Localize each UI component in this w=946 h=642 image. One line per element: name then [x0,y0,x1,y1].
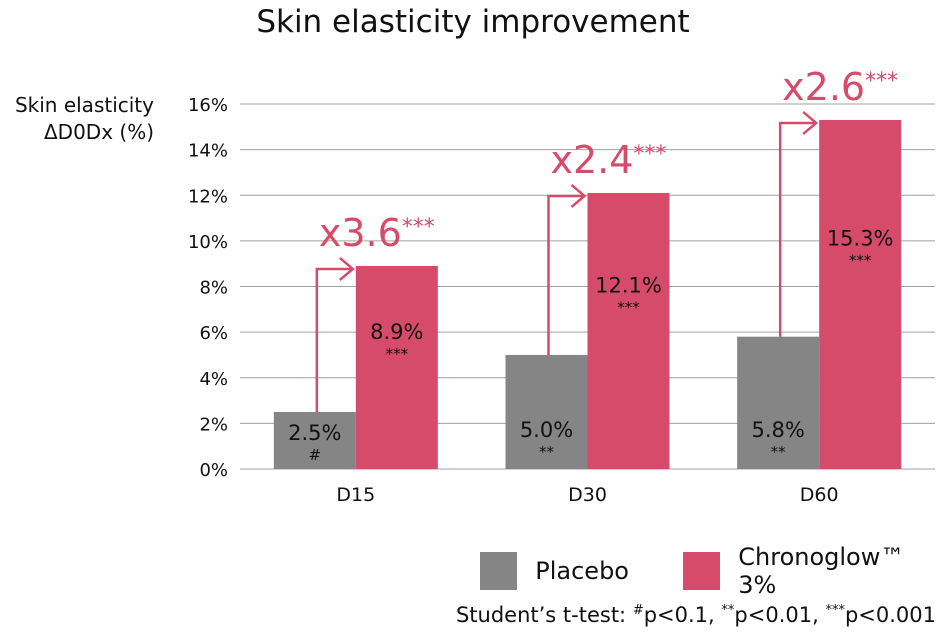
footnote-mark-3: *** [825,603,845,618]
arrow-head [339,257,355,281]
y-tick-label: 2% [199,414,228,435]
legend-swatch-chronoglow [683,552,721,590]
y-axis-label-line2: ΔD0Dx (%) [43,120,154,144]
y-axis-label-line1: Skin elasticity [14,93,154,117]
multiplier-sig: *** [402,215,435,240]
footnote: Student’s t-test: #p<0.1, **p<0.01, ***p… [456,603,936,627]
legend: Placebo Chronoglow™ 3% [480,543,946,599]
sig-label-chronoglow: *** [617,298,640,316]
multiplier-label: x2.4*** [551,138,667,182]
data-label-placebo: 2.5% [288,421,341,445]
y-tick-label: 14% [188,141,228,162]
bar-placebo [505,354,588,469]
bar-placebo [737,336,820,469]
x-tick-label: D60 [800,484,839,506]
y-tick-label: 10% [188,232,228,253]
multiplier-label: x3.6*** [319,211,435,255]
y-tick-label: 4% [199,369,228,390]
data-label-placebo: 5.8% [751,418,804,442]
y-tick-label: 0% [199,460,228,481]
arrow-head [570,184,587,208]
multiplier-label: x2.6*** [782,65,898,109]
data-label-chronoglow: 15.3% [827,227,894,251]
footnote-mark-1: # [632,603,644,618]
arrow-line [778,121,816,337]
x-tick-label: D30 [568,484,607,506]
bar-chronoglow [819,119,902,469]
sig-label-placebo: ** [539,443,555,461]
sig-label-placebo: ** [771,443,787,461]
arrow-line [315,267,352,412]
multiplier-sig: *** [865,69,898,94]
footnote-text-1: p<0.1, [643,603,722,627]
sig-label-chronoglow: *** [849,252,872,270]
bar-chart: 0%2%4%6%8%10%12%14%16%2.5%#8.9%***D15x3.… [188,65,935,506]
data-label-chronoglow: 8.9% [370,320,423,344]
data-label-chronoglow: 12.1% [595,273,662,297]
x-tick-label: D15 [336,484,375,506]
legend-label-placebo: Placebo [535,557,629,585]
legend-swatch-placebo [480,552,518,590]
y-tick-label: 12% [188,186,228,207]
data-label-placebo: 5.0% [520,418,573,442]
bar-chronoglow [355,265,438,469]
y-tick-label: 6% [199,323,228,344]
legend-label-chronoglow: Chronoglow™ 3% [738,543,905,599]
sig-label-chronoglow: *** [386,345,409,363]
footnote-text-2: p<0.01, [734,603,826,627]
footnote-prefix: Student’s t-test: [455,603,633,627]
y-axis-label: Skin elasticity ΔD0Dx (%) [15,92,154,146]
y-tick-label: 16% [188,95,228,116]
bar-placebo [273,411,356,469]
footnote-mark-2: ** [721,603,735,618]
arrow-line [547,194,584,355]
y-tick-label: 8% [199,278,228,299]
bar-chronoglow [587,192,670,469]
arrow-head [802,111,819,135]
multiplier-sig: *** [633,142,666,167]
sig-label-placebo: # [309,446,322,464]
chart-title: Skin elasticity improvement [256,4,690,40]
footnote-text-3: p<0.001 [844,603,936,627]
